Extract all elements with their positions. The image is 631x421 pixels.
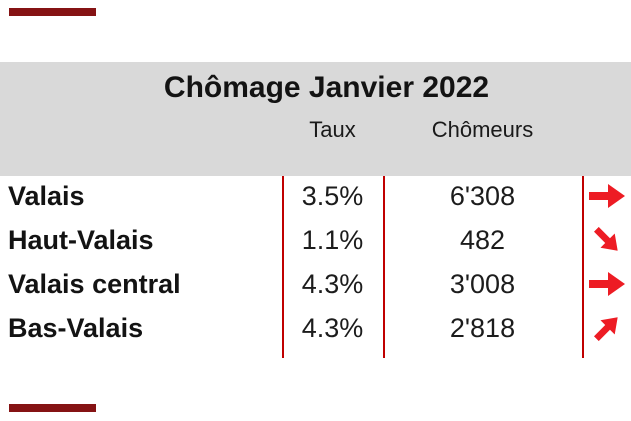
trend-arrow-icon <box>588 226 625 253</box>
column-header-chomeurs: Chômeurs <box>431 117 534 142</box>
taux-value: 4.3% <box>301 312 364 343</box>
taux-value: 3.5% <box>301 180 364 211</box>
top-left-accent-bar <box>9 8 96 16</box>
region-label: Valais <box>8 180 85 211</box>
chomeurs-value: 6'308 <box>449 180 516 211</box>
region-label: Haut-Valais <box>8 224 154 255</box>
trend-arrow-icon <box>588 184 625 209</box>
table-body: Valais 3.5% 6'308 Haut-Valais 1.1% 482 V… <box>0 174 631 350</box>
region-label: Bas-Valais <box>8 312 144 343</box>
trend-cell <box>582 184 631 209</box>
trend-cell <box>582 316 631 342</box>
column-divider-1 <box>282 176 284 358</box>
table-row: Bas-Valais 4.3% 2'818 <box>0 306 631 350</box>
chomeurs-value: 2'818 <box>449 312 516 343</box>
trend-cell <box>582 226 631 253</box>
column-header-taux: Taux <box>309 117 356 142</box>
header-band <box>0 62 631 176</box>
chomeurs-value: 482 <box>459 224 506 255</box>
table-row: Valais 3.5% 6'308 <box>0 174 631 218</box>
page-title: Chômage Janvier 2022 <box>163 71 490 104</box>
column-divider-2 <box>383 176 385 358</box>
trend-arrow-icon <box>588 316 625 342</box>
trend-arrow-icon <box>588 272 625 297</box>
column-divider-3 <box>582 176 584 358</box>
taux-value: 1.1% <box>301 224 364 255</box>
region-label: Valais central <box>8 268 181 299</box>
chomeurs-value: 3'008 <box>449 268 516 299</box>
table-row: Haut-Valais 1.1% 482 <box>0 218 631 262</box>
bottom-left-accent-bar <box>9 404 96 412</box>
trend-cell <box>582 272 631 297</box>
table-row: Valais central 4.3% 3'008 <box>0 262 631 306</box>
taux-value: 4.3% <box>301 268 364 299</box>
